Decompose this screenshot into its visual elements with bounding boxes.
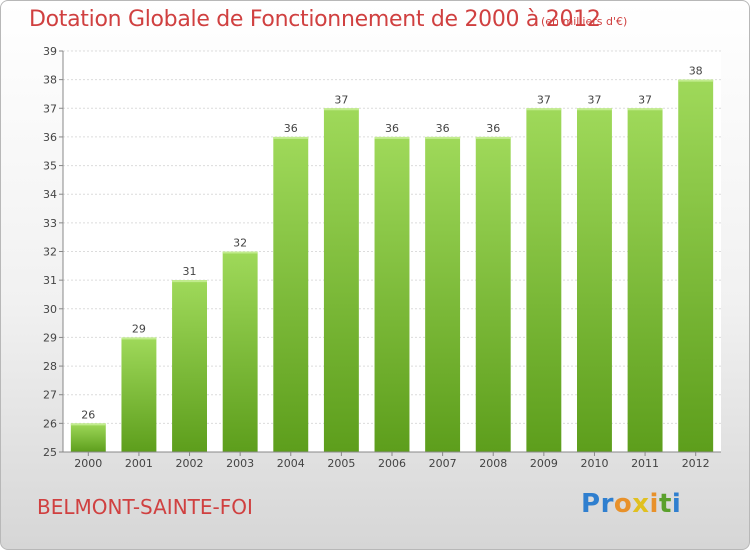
y-tick-label: 26 (43, 417, 57, 430)
bar-2003 (222, 251, 258, 452)
data-label-2008: 36 (486, 122, 500, 135)
bar-2008 (475, 136, 511, 452)
data-label-2010: 37 (587, 93, 601, 106)
bar-highlight (678, 79, 714, 82)
x-tick-label: 2006 (378, 457, 406, 470)
x-tick-label: 2008 (479, 457, 507, 470)
y-tick-label: 29 (43, 331, 57, 344)
logo-letter: x (632, 489, 650, 519)
data-label-2002: 31 (183, 265, 197, 278)
bar-2006 (374, 136, 410, 452)
bar-highlight (425, 136, 461, 139)
data-label-2012: 38 (689, 65, 703, 78)
bar-highlight (627, 108, 663, 111)
y-tick-label: 35 (43, 160, 57, 173)
y-tick-label: 32 (43, 246, 57, 259)
x-tick-label: 2009 (530, 457, 558, 470)
logo-letter: t (658, 489, 672, 519)
x-tick-label: 2007 (429, 457, 457, 470)
bar-highlight (323, 108, 359, 111)
y-tick-label: 27 (43, 389, 57, 402)
y-tick-label: 36 (43, 131, 57, 144)
data-label-2003: 32 (233, 237, 247, 250)
data-label-2006: 36 (385, 122, 399, 135)
x-tick-label: 2012 (682, 457, 710, 470)
chart-title: Dotation Globale de Fonctionnement de 20… (29, 7, 601, 32)
bar-2007 (425, 136, 461, 452)
bar-2011 (627, 108, 663, 453)
y-tick-label: 31 (43, 274, 57, 287)
data-label-2005: 37 (334, 93, 348, 106)
x-tick-label: 2000 (74, 457, 102, 470)
logo-letter: i (649, 489, 659, 519)
logo-letter: i (671, 489, 682, 519)
y-tick-label: 30 (43, 303, 57, 316)
bar-2010 (576, 108, 612, 453)
x-tick-label: 2002 (176, 457, 204, 470)
y-tick-label: 28 (43, 360, 57, 373)
bar-2012 (678, 79, 714, 453)
bar-highlight (374, 136, 410, 139)
proxiti-logo: Proxiti (581, 489, 681, 519)
bar-highlight (172, 280, 208, 283)
place-name: BELMONT-SAINTE-FOI (37, 495, 253, 519)
y-tick-label: 38 (43, 74, 57, 87)
y-tick-label: 25 (43, 446, 57, 459)
logo-letter: r (600, 489, 614, 519)
data-label-2001: 29 (132, 322, 146, 335)
logo-letter: o (613, 489, 633, 519)
bar-2009 (526, 108, 562, 453)
bar-highlight (576, 108, 612, 111)
bar-highlight (222, 251, 258, 254)
x-tick-label: 2010 (580, 457, 608, 470)
bar-highlight (273, 136, 309, 139)
data-label-2011: 37 (638, 93, 652, 106)
x-tick-label: 2001 (125, 457, 153, 470)
axes: 25 26 27 28 29 30 31 32 33 34 35 36 37 38 39 2000 2001 20… (43, 45, 721, 470)
y-tick-label: 39 (43, 45, 57, 58)
logo-letter: P (581, 489, 601, 519)
x-tick-label: 2005 (327, 457, 355, 470)
data-label-2007: 36 (436, 122, 450, 135)
bar-highlight (526, 108, 562, 111)
x-tick-label: 2003 (226, 457, 254, 470)
y-tick-label: 34 (43, 188, 57, 201)
data-label-2009: 37 (537, 93, 551, 106)
bar-highlight (121, 337, 157, 340)
bar-2002 (172, 280, 208, 452)
bar-highlight (475, 136, 511, 139)
data-label-2004: 36 (284, 122, 298, 135)
bar-2000 (70, 423, 106, 452)
y-tick-label: 37 (43, 102, 57, 115)
x-tick-label: 2011 (631, 457, 659, 470)
data-label-2000: 26 (81, 408, 95, 421)
bars: 26 29 31 32 36 37 36 36 36 37 37 37 38 (70, 65, 714, 453)
bar-2005 (323, 108, 359, 453)
x-tick-label: 2004 (277, 457, 305, 470)
bar-2001 (121, 337, 157, 452)
bar-highlight (70, 423, 106, 426)
bar-2004 (273, 136, 309, 452)
y-tick-label: 33 (43, 217, 57, 230)
chart-subtitle: (en milliers d'€) (541, 15, 628, 28)
